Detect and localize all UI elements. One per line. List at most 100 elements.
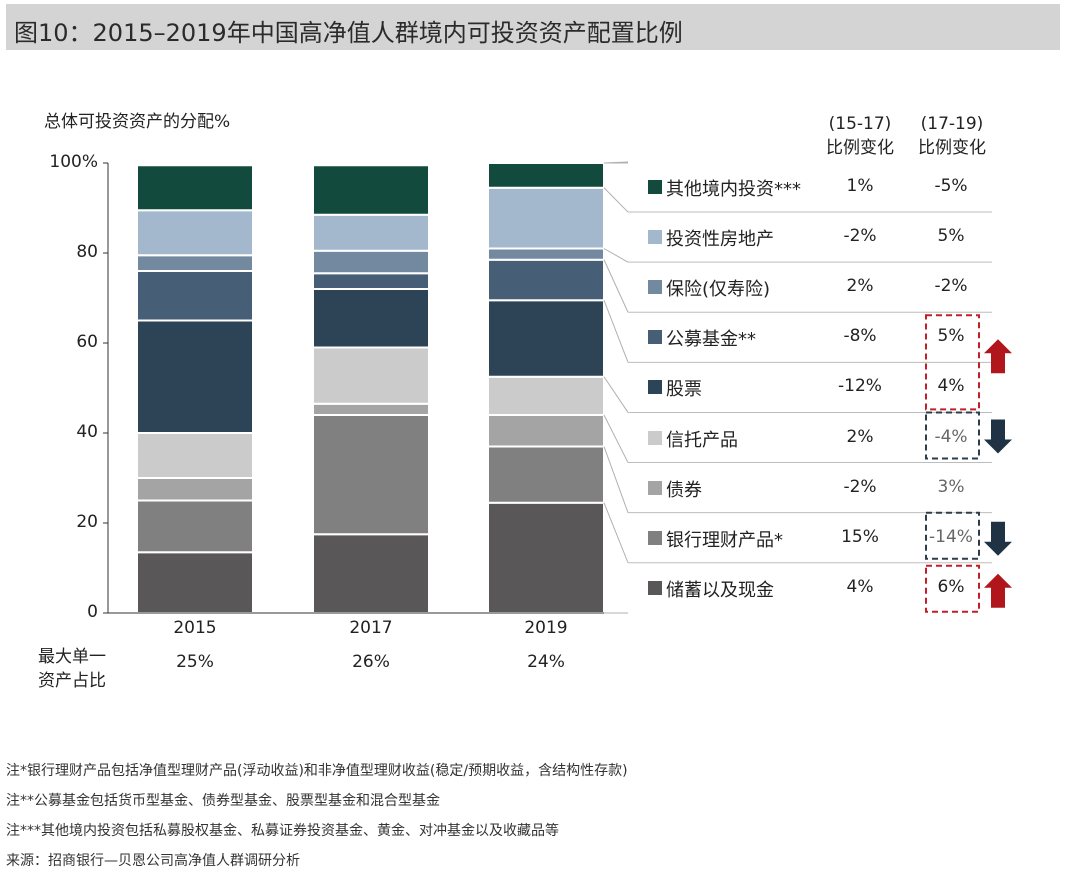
bar-segment: [312, 414, 430, 536]
bar-segment: [312, 533, 430, 614]
legend-swatch: [648, 480, 662, 495]
bar-segment: [136, 499, 254, 554]
y-axis-title: 总体可投资资产的分配%: [44, 112, 231, 132]
y-tick-label: 20: [76, 512, 98, 532]
change-17-19: 4%: [937, 376, 965, 397]
bar-segment: [487, 299, 605, 378]
legend-label: 信托产品: [666, 429, 738, 451]
legend-label: 储蓄以及现金: [666, 579, 774, 601]
change-15-17: -2%: [843, 226, 877, 247]
change-15-17: -12%: [838, 376, 882, 397]
bar-segment: [312, 272, 430, 290]
y-tick-label: 100%: [49, 152, 98, 172]
legend-label: 银行理财产品*: [666, 529, 783, 551]
note-public-funds: 注**公募基金包括货币型基金、债券型基金、股票型基金和混合型基金: [6, 793, 440, 809]
arrow-down-icon: [984, 521, 1012, 556]
change-15-17: 1%: [846, 176, 874, 196]
bar-segment: [136, 551, 254, 614]
change-15-17: 4%: [846, 576, 874, 597]
bar-segment: [136, 432, 254, 479]
legend-connector: [603, 502, 629, 563]
legend-connector: [603, 414, 629, 463]
col-header-range: (15-17): [828, 114, 892, 134]
change-17-19: -5%: [934, 176, 968, 196]
legend-swatch: [648, 180, 662, 194]
col-header-label: 比例变化: [918, 138, 986, 158]
bar-segment: [312, 346, 430, 405]
x-tick-label: 2019: [524, 618, 568, 638]
max-single-2015: 25%: [176, 652, 214, 672]
legend-connector: [603, 187, 629, 213]
bar-segment: [312, 288, 430, 349]
bar-segment: [487, 414, 605, 448]
arrow-down-icon: [984, 419, 1012, 454]
bar-segment: [312, 249, 430, 275]
y-tick-label: 60: [76, 332, 98, 352]
bar-segment: [487, 375, 605, 416]
max-single-2017: 26%: [352, 652, 390, 672]
col-header-range: (17-19): [920, 114, 984, 134]
legend-swatch: [648, 330, 662, 345]
change-15-17: 2%: [846, 276, 874, 297]
arrow-up-icon: [984, 339, 1012, 374]
legend-label: 保险(仅寿险): [666, 279, 771, 301]
x-tick-label: 2017: [349, 618, 393, 638]
note-bank-products: 注*银行理财产品包括净值型理财产品(浮动收益)和非净值型理财收益(稳定/预期收益…: [6, 763, 628, 779]
note-source: 来源：招商银行—贝恩公司高净值人群调研分析: [6, 853, 300, 869]
col-header-15-17: (15-17) 比例变化: [810, 112, 910, 160]
bar-segment: [312, 213, 430, 252]
bar-segment: [312, 164, 430, 216]
legend-connector: [603, 446, 629, 513]
change-17-19: -4%: [934, 426, 968, 447]
bar-segment: [487, 186, 605, 250]
max-single-2019: 24%: [527, 652, 565, 672]
bar-segment: [136, 270, 254, 322]
bar-segment: [487, 258, 605, 302]
bar-segment: [136, 254, 254, 272]
legend-label: 债券: [666, 479, 702, 501]
legend-connector: [603, 376, 629, 413]
change-15-17: -2%: [843, 476, 877, 497]
bar-segment: [136, 477, 254, 502]
bar-segment: [136, 164, 254, 212]
change-15-17: -8%: [843, 326, 877, 347]
y-tick-label: 0: [87, 602, 98, 622]
bar-segment: [487, 162, 605, 189]
legend-swatch: [648, 580, 662, 595]
bar-segment: [487, 247, 605, 261]
legend-swatch: [648, 530, 662, 545]
legend-label: 公募基金**: [666, 329, 756, 351]
legend-connector: [603, 300, 629, 363]
arrow-up-icon: [984, 573, 1012, 608]
change-17-19: -14%: [929, 526, 973, 547]
note-other-investments: 注***其他境内投资包括私募股权基金、私募证券投资基金、黄金、对冲基金以及收藏品…: [6, 823, 559, 839]
title-bar: 图10：2015–2019年中国高净值人群境内可投资资产配置比例: [6, 4, 1060, 50]
highlight-box: [925, 511, 980, 560]
legend-connector: [603, 248, 629, 263]
y-tick-label: 80: [76, 242, 98, 262]
bar-segment: [136, 319, 254, 434]
change-17-19: -2%: [934, 276, 968, 297]
col-header-label: 比例变化: [826, 138, 894, 158]
highlight-box: [925, 564, 980, 613]
bar-segment: [487, 501, 605, 614]
legend-swatch: [648, 430, 662, 445]
change-17-19: 3%: [937, 476, 965, 497]
legend-label: 投资性房地产: [666, 229, 774, 251]
legend-swatch: [648, 380, 662, 395]
legend-label: 股票: [666, 379, 702, 401]
max-single-label-line2: 资产占比: [38, 671, 106, 691]
change-15-17: 15%: [841, 526, 879, 547]
bar-segment: [487, 445, 605, 504]
change-15-17: 2%: [846, 426, 874, 447]
legend-label: 其他境内投资***: [666, 179, 801, 200]
col-header-17-19: (17-19) 比例变化: [902, 112, 1002, 160]
legend-swatch: [648, 230, 662, 245]
change-17-19: 5%: [937, 326, 965, 347]
legend-connector: [603, 259, 629, 313]
highlight-box: [925, 411, 980, 460]
legend-swatch: [648, 280, 662, 295]
highlight-box: [925, 314, 980, 411]
bar-segment: [136, 209, 254, 257]
change-17-19: 5%: [937, 226, 965, 247]
